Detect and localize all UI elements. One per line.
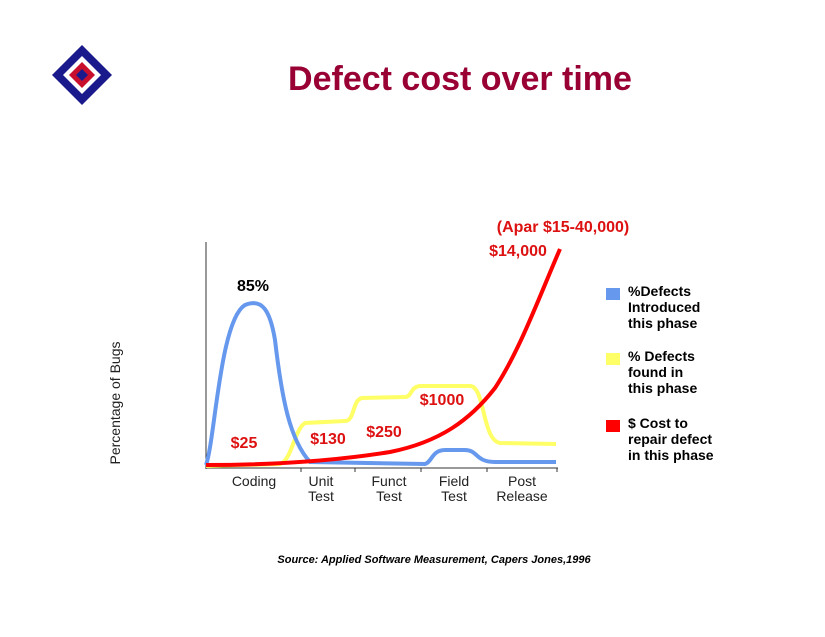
legend-label: found in (628, 364, 683, 380)
curve-introduced (204, 301, 556, 467)
annotation: $25 (231, 435, 258, 452)
annotation: $14,000 (489, 243, 547, 260)
annotation: $1000 (420, 392, 465, 409)
legend-label: %Defects (628, 283, 691, 299)
legend-label: this phase (628, 315, 697, 331)
category-label: Coding (232, 473, 276, 489)
legend-label: $ Cost to (628, 415, 688, 431)
annotation: $130 (310, 431, 346, 448)
category-label: Field (439, 473, 469, 489)
legend-label: in this phase (628, 447, 714, 463)
category-labels: Coding UnitTestFunctTestFieldTestPostRele… (232, 473, 548, 504)
category-label: Test (441, 488, 467, 504)
curve-cost (205, 248, 562, 467)
annotations: 85% $25 $130 $250 $1000 $14,000 (Apar $1… (231, 219, 630, 452)
category-label: Release (496, 488, 548, 504)
legend-label: Introduced (628, 299, 700, 315)
source: Source: Applied Software Measurement, Ca… (277, 554, 591, 566)
legend-label: % Defects (628, 348, 695, 364)
category-label: Unit (309, 473, 334, 489)
title: Defect cost over time (288, 60, 632, 98)
annotation: 85% (237, 278, 269, 295)
annotation: $250 (366, 424, 402, 441)
axes (205, 242, 558, 472)
legend-label: repair defect (628, 431, 712, 447)
legend-swatch (606, 353, 620, 365)
legend-swatch (606, 288, 620, 300)
category-label: Post (508, 473, 536, 489)
curve-found (205, 384, 557, 468)
logo (52, 45, 112, 105)
category-label: Test (308, 488, 334, 504)
y-axis-label: Percentage of Bugs (107, 342, 123, 465)
legend-swatch (606, 420, 620, 432)
annotation: (Apar $15-40,000) (497, 219, 630, 236)
legend-label: this phase (628, 380, 697, 396)
category-label: Funct (371, 473, 406, 489)
category-label: Test (376, 488, 402, 504)
